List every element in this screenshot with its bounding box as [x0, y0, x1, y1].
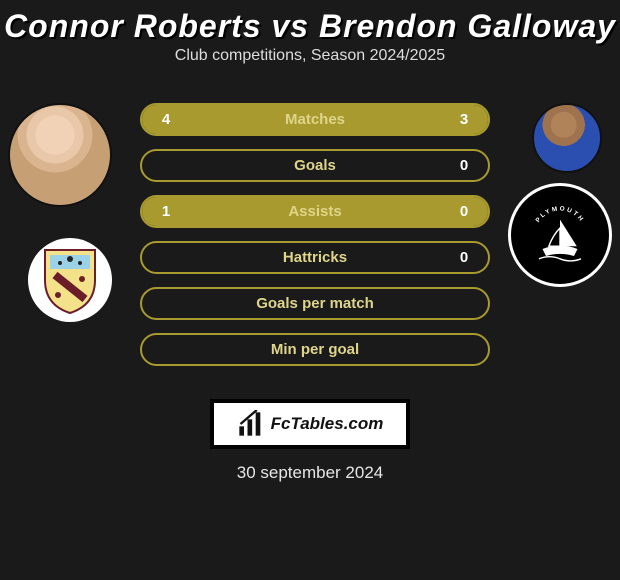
bars-icon — [237, 410, 265, 438]
fctables-text: FcTables.com — [271, 414, 384, 434]
stat-value-right: 0 — [444, 157, 484, 174]
stat-label: Hattricks — [142, 249, 488, 266]
stat-row: Goals0 — [140, 149, 490, 182]
shield-icon — [40, 245, 100, 315]
stat-value-right: 3 — [444, 111, 484, 128]
stat-value-right: 0 — [444, 203, 484, 220]
player2-club-badge: PLYMOUTH — [508, 183, 612, 287]
date-text: 30 september 2024 — [0, 463, 620, 483]
stat-label: Matches — [142, 111, 488, 128]
ship-icon: PLYMOUTH — [525, 200, 595, 270]
stat-row: Goals per match — [140, 287, 490, 320]
player1-club-badge — [28, 238, 112, 322]
fctables-logo: FcTables.com — [210, 399, 410, 449]
stat-row: Hattricks0 — [140, 241, 490, 274]
player1-avatar — [8, 103, 112, 207]
stat-label: Goals — [142, 157, 488, 174]
stat-row: 4Matches3 — [140, 103, 490, 136]
stat-row: Min per goal — [140, 333, 490, 366]
page-title: Connor Roberts vs Brendon Galloway — [0, 0, 620, 47]
compare-area: PLYMOUTH 4Matches3Goals01Assists0Hattric… — [0, 93, 620, 393]
stat-label: Min per goal — [142, 341, 488, 358]
player2-avatar — [532, 103, 602, 173]
stat-value-right: 0 — [444, 249, 484, 266]
stat-label: Goals per match — [142, 295, 488, 312]
stat-row: 1Assists0 — [140, 195, 490, 228]
stat-rows: 4Matches3Goals01Assists0Hattricks0Goals … — [140, 103, 490, 379]
svg-text:PLYMOUTH: PLYMOUTH — [535, 205, 586, 224]
subtitle: Club competitions, Season 2024/2025 — [0, 47, 620, 65]
stat-label: Assists — [142, 203, 488, 220]
